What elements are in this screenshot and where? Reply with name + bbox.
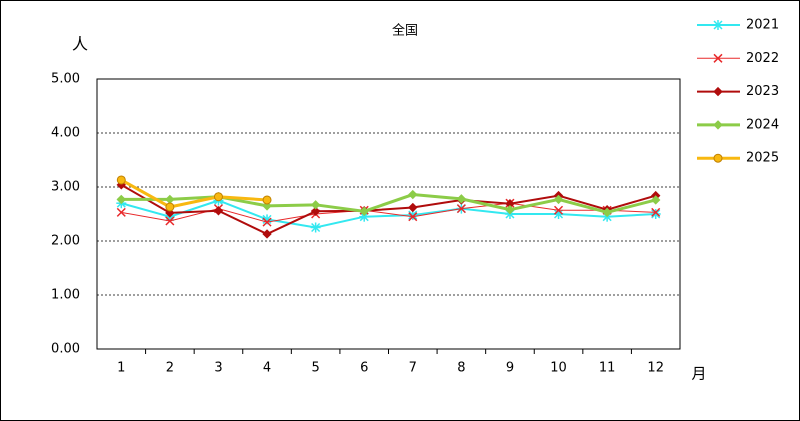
- series-line: [121, 199, 656, 229]
- legend-label: 2025: [746, 151, 779, 166]
- series-line: [120, 178, 268, 209]
- marker-stroke: [262, 217, 272, 227]
- marker: [456, 194, 467, 204]
- marker: [359, 206, 369, 217]
- marker: [554, 205, 564, 215]
- marker: [165, 216, 175, 226]
- marker: [602, 207, 612, 218]
- marker: [213, 192, 223, 202]
- marker-shape: [651, 195, 661, 205]
- marker-stroke: [408, 210, 418, 220]
- marker-stroke: [713, 20, 723, 30]
- marker-stroke: [554, 209, 564, 219]
- marker-shape: [602, 207, 612, 218]
- y-axis-label: 人: [72, 35, 88, 54]
- marker: [310, 200, 321, 210]
- marker: [505, 204, 515, 215]
- marker: [116, 194, 126, 205]
- marker: [165, 202, 175, 212]
- marker: [262, 229, 272, 239]
- x-tick-label: 9: [506, 361, 514, 376]
- marker: [310, 222, 321, 233]
- marker: [650, 209, 661, 219]
- marker-stroke: [651, 209, 661, 219]
- marker: [713, 20, 723, 30]
- marker: [262, 217, 272, 227]
- marker-stroke: [651, 207, 661, 217]
- marker-shape: [310, 206, 321, 217]
- marker-stroke: [311, 222, 321, 233]
- marker-shape: [213, 192, 223, 202]
- marker-shape: [713, 120, 723, 130]
- marker: [713, 86, 723, 97]
- marker-stroke: [554, 205, 564, 215]
- chart-title: 全国: [392, 23, 418, 39]
- marker-shape: [213, 206, 224, 216]
- marker: [713, 153, 723, 163]
- y-tick-label: 3.00: [51, 180, 80, 195]
- legend-label: 2024: [746, 117, 779, 132]
- marker: [408, 212, 418, 222]
- marker-shape: [262, 229, 272, 239]
- y-tick-label: 5.00: [51, 72, 80, 87]
- y-tick-label: 1.00: [51, 288, 80, 303]
- marker-shape: [713, 86, 723, 97]
- marker-stroke: [713, 53, 723, 63]
- marker: [651, 207, 661, 217]
- marker: [116, 207, 126, 217]
- marker-stroke: [165, 216, 175, 226]
- marker: [213, 206, 224, 216]
- marker-shape: [116, 194, 126, 205]
- marker: [553, 194, 564, 205]
- marker-shape: [553, 194, 564, 205]
- x-tick-label: 1: [117, 361, 125, 376]
- marker-shape: [310, 200, 321, 210]
- marker: [456, 204, 466, 214]
- series-line: [120, 183, 656, 236]
- marker-stroke: [359, 212, 369, 222]
- legend-label: 2022: [746, 51, 779, 66]
- x-axis-label: 月: [691, 365, 706, 383]
- marker-stroke: [116, 207, 126, 217]
- marker-stroke: [408, 212, 418, 222]
- marker: [116, 175, 126, 185]
- x-tick-label: 2: [166, 361, 174, 376]
- y-tick-label: 0.00: [51, 342, 80, 357]
- marker: [408, 202, 418, 213]
- x-tick-label: 4: [263, 361, 271, 376]
- marker: [408, 189, 418, 200]
- marker: [651, 195, 661, 205]
- marker-stroke: [262, 214, 272, 224]
- x-tick-label: 7: [409, 361, 417, 376]
- marker-shape: [116, 175, 126, 185]
- y-tick-label: 2.00: [51, 234, 80, 249]
- marker-shape: [408, 189, 418, 200]
- x-tick-label: 11: [599, 361, 616, 376]
- x-tick-label: 5: [311, 361, 319, 376]
- marker-shape: [165, 202, 175, 212]
- x-tick-label: 12: [647, 361, 664, 376]
- legend-label: 2021: [746, 18, 779, 33]
- marker-shape: [505, 204, 515, 215]
- marker-stroke: [456, 204, 466, 214]
- x-tick-label: 6: [360, 361, 368, 376]
- marker-shape: [359, 206, 369, 217]
- x-tick-label: 10: [550, 361, 567, 376]
- marker-shape: [408, 202, 418, 213]
- marker: [262, 195, 272, 205]
- marker: [713, 53, 723, 63]
- marker: [713, 120, 723, 130]
- x-tick-label: 8: [457, 361, 465, 376]
- x-tick-label: 3: [214, 361, 222, 376]
- y-tick-label: 4.00: [51, 126, 80, 141]
- marker: [310, 206, 321, 217]
- marker-shape: [262, 195, 272, 205]
- legend-label: 2023: [746, 84, 779, 99]
- marker-shape: [713, 153, 723, 163]
- marker-shape: [456, 194, 467, 204]
